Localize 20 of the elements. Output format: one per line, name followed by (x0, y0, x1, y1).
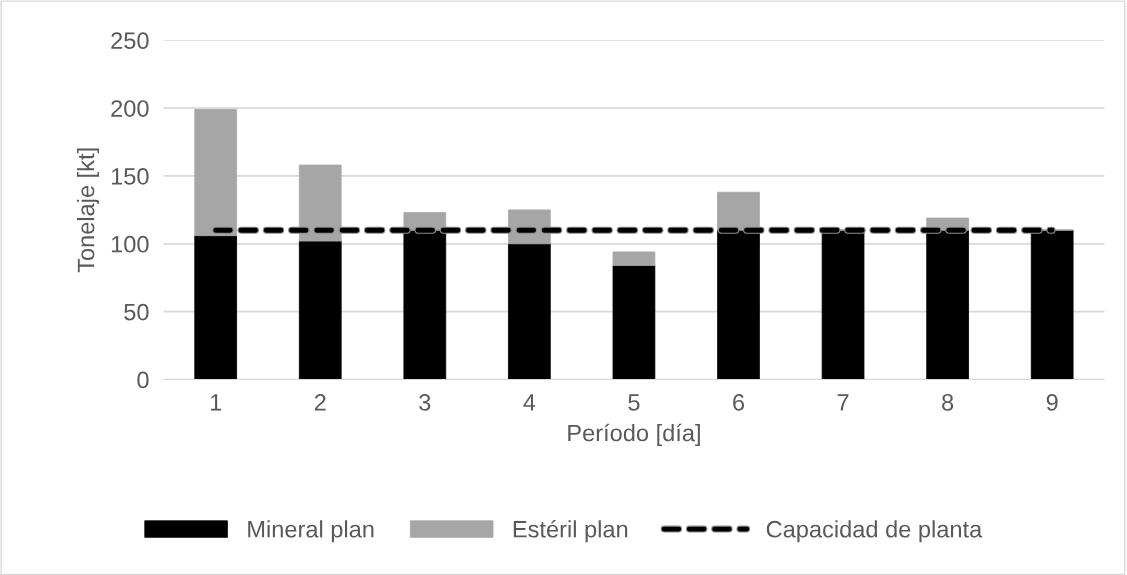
y-tick-label: 50 (124, 303, 149, 321)
x-tick-label: 1 (210, 394, 222, 411)
x-tick-label: 8 (942, 394, 954, 411)
y-tick-label: 0 (137, 371, 149, 389)
x-axis-title: Período [día] (568, 423, 700, 447)
legend-label: Capacidad de planta (766, 520, 983, 543)
y-axis-title: Tonelaje [kt] (77, 148, 100, 273)
legend-label: Mineral plan (248, 520, 374, 543)
y-tick-label: 150 (111, 168, 149, 185)
x-tick-label: 6 (733, 394, 745, 411)
y-tick-label: 200 (111, 100, 149, 117)
y-tick-label: 250 (111, 32, 149, 50)
x-tick-label: 4 (523, 394, 536, 411)
legend-label: Estéril plan (513, 519, 628, 543)
x-tick-label: 3 (419, 394, 431, 411)
x-tick-label: 2 (314, 394, 326, 411)
x-tick-label: 9 (1046, 394, 1058, 411)
y-tick-label: 100 (111, 235, 149, 253)
x-tick-label: 5 (628, 394, 640, 411)
x-tick-label: 7 (837, 394, 849, 411)
